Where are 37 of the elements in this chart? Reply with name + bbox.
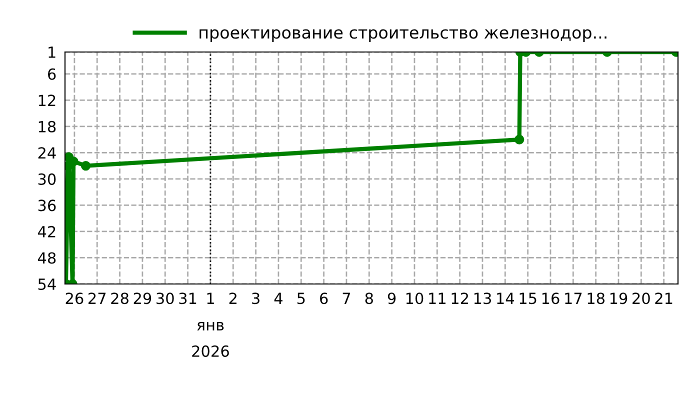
y-tick-label: 48 bbox=[38, 252, 56, 264]
y-tick-label: 36 bbox=[38, 200, 56, 212]
x-tick-label: 17 bbox=[565, 292, 582, 304]
x-tick-label: 6 bbox=[320, 292, 328, 304]
y-tick-label: 18 bbox=[38, 120, 56, 132]
legend-label: проектирование строительство железнодор... bbox=[200, 29, 606, 42]
x-tick-label: 29 bbox=[134, 292, 152, 304]
y-tick-label: 1 bbox=[48, 46, 56, 58]
y-tick-label: 54 bbox=[38, 278, 56, 290]
x-tick-label: 10 bbox=[406, 292, 424, 304]
x-tick-label: 4 bbox=[274, 292, 282, 304]
x-tick-label: 30 bbox=[156, 292, 174, 304]
x-tick-label: 15 bbox=[520, 292, 536, 304]
x-tick-label: 9 bbox=[388, 292, 396, 304]
x-tick-label: 5 bbox=[297, 292, 305, 304]
x-tick-label: 8 bbox=[365, 292, 373, 304]
x-tick-label: 31 bbox=[179, 292, 196, 304]
x-tick-label: 2 bbox=[229, 292, 236, 304]
y-tick-label: 24 bbox=[38, 147, 56, 158]
x-tick-label: 20 bbox=[632, 292, 650, 304]
y-tick-label: 30 bbox=[38, 173, 56, 185]
x-tick-label: 13 bbox=[474, 292, 491, 304]
x-tick-label: 18 bbox=[588, 292, 604, 304]
x-tick-label: 3 bbox=[252, 292, 260, 304]
x-tick-label: 7 bbox=[342, 292, 350, 304]
y-tick-label: 42 bbox=[38, 226, 56, 238]
x-tick-label: 21 bbox=[655, 292, 672, 304]
x-tick-label: 19 bbox=[610, 292, 628, 304]
x-tick-label: 16 bbox=[542, 292, 560, 304]
y-tick-label: 12 bbox=[38, 94, 56, 106]
x-tick-label: 14 bbox=[497, 292, 514, 304]
y-tick-label: 6 bbox=[48, 68, 56, 80]
x-tick-label: 26 bbox=[66, 292, 84, 304]
x-tick-label: 12 bbox=[452, 292, 468, 304]
x-tick-label: 27 bbox=[88, 292, 106, 304]
x-tick-label: 28 bbox=[111, 292, 128, 304]
x-tick-label: 11 bbox=[429, 292, 446, 304]
